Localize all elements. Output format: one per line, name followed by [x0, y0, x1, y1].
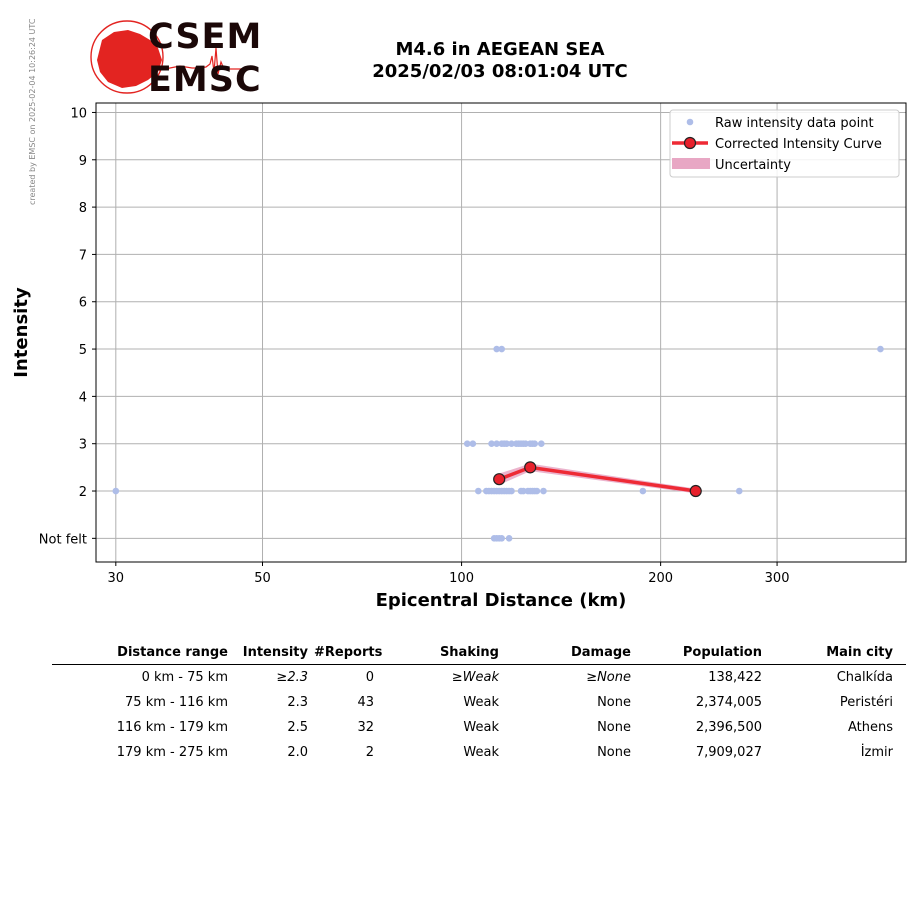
- raw-data-point: [522, 440, 529, 448]
- cell-distance-range: 116 km - 179 km: [116, 720, 228, 735]
- y-tick-label: Not felt: [39, 532, 87, 547]
- legend-label: Corrected Intensity Curve: [715, 137, 882, 152]
- cell-reports: 2: [365, 745, 374, 760]
- cell-population: 7,909,027: [695, 745, 762, 760]
- raw-data-point: [639, 487, 647, 495]
- logo-text-csem: CSEM: [148, 17, 263, 57]
- raw-data-point: [469, 440, 477, 448]
- cell-shaking: Weak: [463, 695, 499, 710]
- cell-intensity: 2.5: [287, 720, 308, 735]
- cell-reports: 43: [357, 695, 374, 710]
- y-tick-label: 5: [79, 343, 87, 358]
- cell-population: 138,422: [708, 670, 762, 685]
- legend-raw-marker: [686, 118, 694, 126]
- cell-distance-range: 0 km - 75 km: [141, 670, 228, 685]
- legend-label: Uncertainty: [715, 158, 791, 173]
- cell-damage: ≥None: [586, 670, 631, 685]
- y-tick-label: 3: [79, 438, 87, 453]
- raw-data-point: [508, 487, 515, 495]
- raw-data-point: [531, 440, 538, 448]
- cell-population: 2,396,500: [695, 720, 762, 735]
- plot-frame: [95, 102, 907, 563]
- cell-reports: 0: [365, 670, 374, 685]
- raw-data-point: [538, 440, 545, 448]
- y-axis-label: Intensity: [11, 287, 32, 378]
- raw-data-point: [520, 487, 527, 495]
- cell-intensity: 2.3: [287, 695, 308, 710]
- raw-data-point: [498, 345, 506, 353]
- raw-data-point: [463, 440, 471, 448]
- header-intensity: Intensity: [242, 644, 308, 660]
- curve-marker: [493, 473, 506, 486]
- raw-data-point: [505, 535, 513, 542]
- cell-main-city: Peristéri: [839, 695, 893, 710]
- raw-data-point: [498, 535, 506, 542]
- table-row: 0 km - 75 km ≥2.3 0 ≥Weak ≥None 138,422 …: [52, 665, 906, 690]
- x-axis-label: Epicentral Distance (km): [376, 590, 627, 611]
- emsc-logo: [90, 20, 256, 94]
- cell-distance-range: 179 km - 275 km: [116, 745, 228, 760]
- x-tick-label: 300: [765, 571, 790, 586]
- legend-curve-marker: [683, 136, 697, 150]
- legend: Raw intensity data point Corrected Intens…: [669, 109, 900, 178]
- cell-population: 2,374,005: [695, 695, 762, 710]
- header-distance-range: Distance range: [117, 644, 228, 660]
- y-tick-label: 8: [79, 201, 87, 216]
- cell-intensity: 2.0: [287, 745, 308, 760]
- cell-damage: None: [597, 695, 631, 710]
- curve-marker: [524, 461, 537, 474]
- header-main-city: Main city: [826, 644, 893, 660]
- header-shaking: Shaking: [439, 644, 499, 660]
- raw-data-point: [877, 345, 884, 353]
- chart-subtitle: 2025/02/03 08:01:04 UTC: [372, 61, 628, 82]
- raw-data-point: [112, 487, 120, 495]
- table-row: 179 km - 275 km 2.0 2 Weak None 7,909,02…: [52, 740, 906, 765]
- y-tick-label: 9: [79, 154, 87, 169]
- cell-shaking: ≥Weak: [451, 670, 499, 685]
- x-tick-label: 100: [449, 571, 474, 586]
- y-tick-label: 10: [70, 106, 87, 121]
- cell-distance-range: 75 km - 116 km: [125, 695, 228, 710]
- legend-label: Raw intensity data point: [715, 116, 874, 131]
- cell-shaking: Weak: [463, 720, 499, 735]
- table-header: Distance range Intensity #Reports Shakin…: [52, 640, 906, 665]
- cell-damage: None: [597, 745, 631, 760]
- x-tick-label: 50: [254, 571, 271, 586]
- raw-data-point: [493, 440, 500, 448]
- header-population: Population: [682, 644, 762, 660]
- x-tick-label: 30: [108, 571, 125, 586]
- cell-main-city: Chalkída: [836, 670, 893, 685]
- table-row: 116 km - 179 km 2.5 32 Weak None 2,396,5…: [52, 715, 906, 740]
- y-tick-label: 6: [79, 296, 87, 311]
- raw-data-point: [488, 440, 495, 448]
- header-reports: #Reports: [314, 644, 383, 660]
- intensity-table: Distance range Intensity #Reports Shakin…: [52, 640, 906, 765]
- header-damage: Damage: [570, 644, 631, 660]
- x-tick-label: 200: [648, 571, 673, 586]
- y-tick-label: 4: [79, 390, 87, 405]
- cell-reports: 32: [357, 720, 374, 735]
- y-tick-label: 2: [79, 485, 87, 500]
- chart-title: M4.6 in AEGEAN SEA: [395, 39, 605, 60]
- legend-box: [669, 109, 900, 178]
- raw-data-point: [508, 440, 515, 448]
- y-tick-label: 7: [79, 248, 87, 263]
- raw-data-point: [493, 345, 500, 353]
- raw-data-point: [735, 487, 743, 495]
- cell-shaking: Weak: [463, 745, 499, 760]
- cell-main-city: İzmir: [860, 745, 893, 760]
- raw-data-point: [503, 440, 510, 448]
- cell-intensity: ≥2.3: [276, 670, 308, 685]
- raw-data-point: [540, 487, 547, 495]
- cell-main-city: Athens: [847, 720, 893, 735]
- table-row: 75 km - 116 km 2.3 43 Weak None 2,374,00…: [52, 690, 906, 715]
- cell-damage: None: [597, 720, 631, 735]
- intensity-chart: 30 50 100 200 300 Not felt 2 3 4 5 6 7 8 9 10 Epicentra…: [11, 102, 907, 611]
- logo-text-emsc: EMSC: [148, 60, 262, 100]
- raw-data-point: [533, 487, 541, 495]
- curve-marker: [689, 484, 702, 498]
- legend-uncertainty-swatch: [672, 158, 710, 169]
- raw-data-point: [475, 487, 482, 495]
